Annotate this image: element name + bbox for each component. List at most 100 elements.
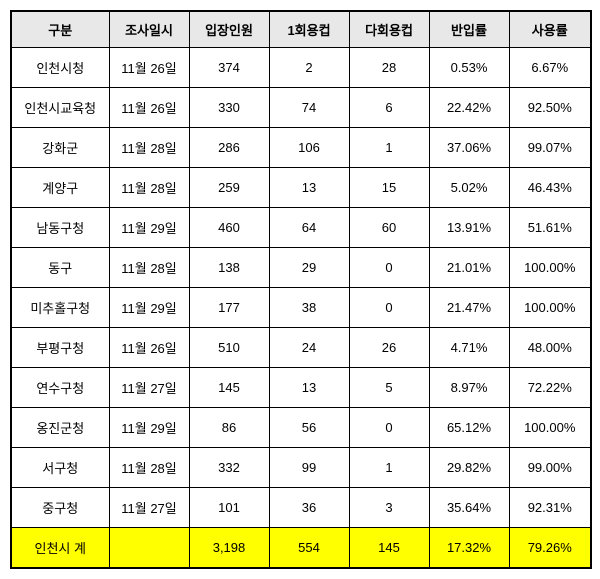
table-row: 연수구청 11월 27일 145 13 5 8.97% 72.22%	[11, 368, 591, 408]
cell-entrants: 460	[189, 208, 269, 248]
cell-userate: 99.07%	[509, 128, 591, 168]
cell-category: 미추홀구청	[11, 288, 109, 328]
cell-bringrate: 35.64%	[429, 488, 509, 528]
cell-date: 11월 28일	[109, 448, 189, 488]
cell-reusable: 15	[349, 168, 429, 208]
cell-disposable: 36	[269, 488, 349, 528]
table-row: 서구청 11월 28일 332 99 1 29.82% 99.00%	[11, 448, 591, 488]
total-reusable: 145	[349, 528, 429, 569]
cell-bringrate: 21.47%	[429, 288, 509, 328]
total-disposable: 554	[269, 528, 349, 569]
total-entrants: 3,198	[189, 528, 269, 569]
cell-reusable: 0	[349, 248, 429, 288]
cell-reusable: 28	[349, 48, 429, 88]
cell-category: 인천시교육청	[11, 88, 109, 128]
cell-category: 서구청	[11, 448, 109, 488]
cell-disposable: 24	[269, 328, 349, 368]
cell-bringrate: 21.01%	[429, 248, 509, 288]
cell-entrants: 374	[189, 48, 269, 88]
col-header-userate: 사용률	[509, 11, 591, 48]
cell-category: 동구	[11, 248, 109, 288]
cell-reusable: 1	[349, 128, 429, 168]
cell-userate: 100.00%	[509, 288, 591, 328]
table-row: 중구청 11월 27일 101 36 3 35.64% 92.31%	[11, 488, 591, 528]
cell-bringrate: 22.42%	[429, 88, 509, 128]
cell-userate: 51.61%	[509, 208, 591, 248]
cell-disposable: 13	[269, 168, 349, 208]
cell-date: 11월 28일	[109, 248, 189, 288]
total-date	[109, 528, 189, 569]
table-row: 동구 11월 28일 138 29 0 21.01% 100.00%	[11, 248, 591, 288]
cell-entrants: 177	[189, 288, 269, 328]
cell-date: 11월 29일	[109, 408, 189, 448]
cell-disposable: 106	[269, 128, 349, 168]
col-header-reusable: 다회용컵	[349, 11, 429, 48]
cell-userate: 72.22%	[509, 368, 591, 408]
cell-reusable: 1	[349, 448, 429, 488]
cell-reusable: 26	[349, 328, 429, 368]
cell-category: 중구청	[11, 488, 109, 528]
cell-entrants: 101	[189, 488, 269, 528]
total-bringrate: 17.32%	[429, 528, 509, 569]
col-header-disposable: 1회용컵	[269, 11, 349, 48]
cell-reusable: 0	[349, 288, 429, 328]
data-table: 구분 조사일시 입장인원 1회용컵 다회용컵 반입률 사용률 인천시청 11월 …	[10, 10, 592, 569]
total-userate: 79.26%	[509, 528, 591, 569]
cell-date: 11월 29일	[109, 208, 189, 248]
cell-category: 인천시청	[11, 48, 109, 88]
cell-reusable: 6	[349, 88, 429, 128]
cell-userate: 100.00%	[509, 248, 591, 288]
cell-date: 11월 28일	[109, 128, 189, 168]
table-row: 강화군 11월 28일 286 106 1 37.06% 99.07%	[11, 128, 591, 168]
cell-entrants: 330	[189, 88, 269, 128]
cell-date: 11월 27일	[109, 488, 189, 528]
cell-reusable: 60	[349, 208, 429, 248]
cell-userate: 92.31%	[509, 488, 591, 528]
cell-entrants: 286	[189, 128, 269, 168]
cell-bringrate: 29.82%	[429, 448, 509, 488]
cell-date: 11월 26일	[109, 328, 189, 368]
cell-userate: 46.43%	[509, 168, 591, 208]
cell-disposable: 13	[269, 368, 349, 408]
table-row: 옹진군청 11월 29일 86 56 0 65.12% 100.00%	[11, 408, 591, 448]
table-row: 인천시청 11월 26일 374 2 28 0.53% 6.67%	[11, 48, 591, 88]
cell-reusable: 5	[349, 368, 429, 408]
cell-reusable: 3	[349, 488, 429, 528]
cell-date: 11월 29일	[109, 288, 189, 328]
cell-date: 11월 26일	[109, 48, 189, 88]
table-row: 남동구청 11월 29일 460 64 60 13.91% 51.61%	[11, 208, 591, 248]
cell-userate: 6.67%	[509, 48, 591, 88]
cell-disposable: 2	[269, 48, 349, 88]
cell-bringrate: 0.53%	[429, 48, 509, 88]
cell-bringrate: 65.12%	[429, 408, 509, 448]
header-row: 구분 조사일시 입장인원 1회용컵 다회용컵 반입률 사용률	[11, 11, 591, 48]
table-row: 부평구청 11월 26일 510 24 26 4.71% 48.00%	[11, 328, 591, 368]
cell-entrants: 510	[189, 328, 269, 368]
cell-category: 연수구청	[11, 368, 109, 408]
cell-reusable: 0	[349, 408, 429, 448]
cell-disposable: 56	[269, 408, 349, 448]
cell-entrants: 86	[189, 408, 269, 448]
cell-disposable: 38	[269, 288, 349, 328]
table-row: 미추홀구청 11월 29일 177 38 0 21.47% 100.00%	[11, 288, 591, 328]
cell-disposable: 74	[269, 88, 349, 128]
cell-category: 계양구	[11, 168, 109, 208]
cell-category: 부평구청	[11, 328, 109, 368]
table-row: 계양구 11월 28일 259 13 15 5.02% 46.43%	[11, 168, 591, 208]
cell-userate: 48.00%	[509, 328, 591, 368]
cell-category: 옹진군청	[11, 408, 109, 448]
table-row: 인천시교육청 11월 26일 330 74 6 22.42% 92.50%	[11, 88, 591, 128]
cell-category: 남동구청	[11, 208, 109, 248]
table-body: 인천시청 11월 26일 374 2 28 0.53% 6.67% 인천시교육청…	[11, 48, 591, 569]
col-header-bringrate: 반입률	[429, 11, 509, 48]
col-header-entrants: 입장인원	[189, 11, 269, 48]
cell-date: 11월 28일	[109, 168, 189, 208]
cell-bringrate: 8.97%	[429, 368, 509, 408]
cell-bringrate: 5.02%	[429, 168, 509, 208]
cell-disposable: 29	[269, 248, 349, 288]
cell-userate: 92.50%	[509, 88, 591, 128]
total-category: 인천시 계	[11, 528, 109, 569]
cell-entrants: 138	[189, 248, 269, 288]
cell-bringrate: 4.71%	[429, 328, 509, 368]
cell-userate: 100.00%	[509, 408, 591, 448]
